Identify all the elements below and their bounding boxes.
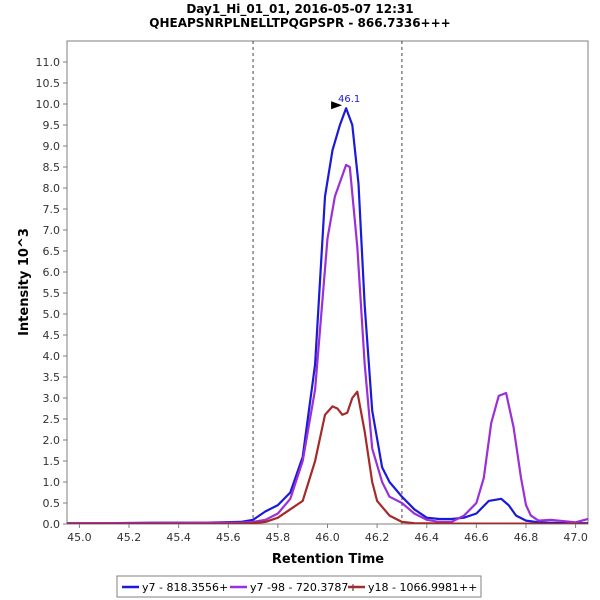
peak-marker-arrow — [331, 101, 343, 110]
legend-label-3: y18 - 1066.9981++ — [368, 581, 477, 594]
y-tick-label: 5.0 — [43, 308, 61, 321]
peak-label: 46.1 — [338, 94, 360, 105]
y-tick-label: 1.5 — [43, 455, 61, 468]
y-tick-label: 7.0 — [43, 224, 61, 237]
legend-label-1: y7 - 818.3556+ — [142, 581, 228, 594]
x-tick-label: 46.6 — [464, 531, 489, 544]
legend-box — [116, 575, 482, 598]
x-tick-label: 45.6 — [216, 531, 241, 544]
integration-boundaries — [252, 41, 403, 524]
x-tick-label: 46.4 — [414, 531, 439, 544]
y-tick-label: 0.5 — [43, 497, 61, 510]
peak-annotation: 46.1 — [331, 94, 360, 110]
y-tick-label: 2.0 — [43, 434, 61, 447]
x-tick-label: 47.0 — [563, 531, 588, 544]
y-tick-label: 6.5 — [43, 245, 61, 258]
y-tick-label: 11.0 — [36, 56, 61, 69]
y-tick-label: 2.5 — [43, 413, 61, 426]
y-tick-label: 10.5 — [36, 77, 61, 90]
y-tick-label: 5.5 — [43, 287, 61, 300]
series-line-3 — [67, 390, 588, 524]
y-tick-label: 8.5 — [43, 161, 61, 174]
series-line-2 — [67, 163, 588, 524]
chart-subtitle: QHEAPSNRPLNELLTPQGPSPR - 866.7336+++ — [149, 16, 450, 30]
y-tick-label: 4.5 — [43, 329, 61, 342]
series-lines — [67, 107, 588, 524]
y-tick-label: 6.0 — [43, 266, 61, 279]
y-tick-label: 8.0 — [43, 182, 61, 195]
y-tick-label: 9.0 — [43, 140, 61, 153]
y-axis-label: Intensity 10^3 — [17, 228, 32, 336]
y-tick-label: 1.0 — [43, 476, 61, 489]
x-tick-label: 45.0 — [67, 531, 92, 544]
y-tick-label: 7.5 — [43, 203, 61, 216]
y-tick-label: 9.5 — [43, 119, 61, 132]
y-tick-label: 3.0 — [43, 392, 61, 405]
x-axis-label: Retention Time — [272, 552, 384, 567]
legend-label-2: y7 -98 - 720.3787+ — [250, 581, 358, 594]
y-tick-label: 10.0 — [36, 98, 61, 111]
x-tick-label: 45.4 — [166, 531, 191, 544]
x-tick-label: 45.2 — [117, 531, 142, 544]
x-tick-label: 45.8 — [266, 531, 291, 544]
y-tick-label: 4.0 — [43, 350, 61, 363]
x-axis: 45.0 45.2 45.4 45.6 45.8 46.0 46.2 46.4 46.6 46.8… — [67, 524, 588, 544]
y-axis: 0.0 0.5 1.0 1.5 2.0 2.5 3.0 3.5 4.0 4.5 5.0 5.5 6.0 6… — [36, 56, 67, 531]
y-tick-label: 3.5 — [43, 371, 61, 384]
legend: y7 - 818.3556+ y7 -98 - 720.3787+ y18 - 10… — [116, 575, 482, 598]
x-tick-label: 46.0 — [315, 531, 340, 544]
y-tick-label: 0.0 — [43, 518, 61, 531]
plot-area — [66, 40, 589, 525]
x-tick-label: 46.8 — [514, 531, 539, 544]
x-tick-label: 46.2 — [365, 531, 390, 544]
series-line-1 — [67, 107, 588, 524]
chart-title: Day1_Hi_01_01, 2016-05-07 12:31 — [186, 2, 413, 17]
